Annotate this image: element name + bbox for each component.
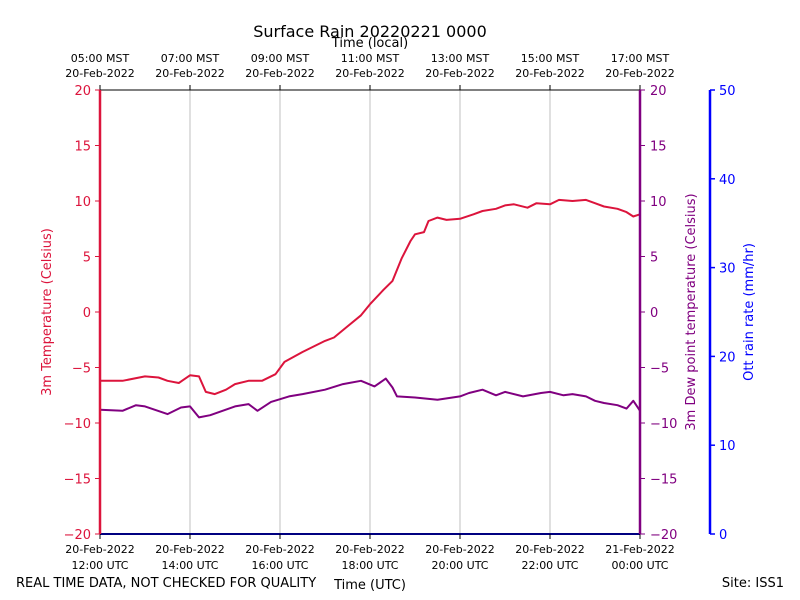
bottom-tick-label-time: 22:00 UTC: [521, 559, 578, 572]
right-tick-label: −5: [650, 362, 669, 377]
left-tick-label: 20: [74, 84, 91, 99]
bottom-axis-title: Time (UTC): [333, 578, 406, 593]
bottom-tick-label-time: 12:00 UTC: [71, 559, 128, 572]
bottom-tick-label-time: 00:00 UTC: [611, 559, 668, 572]
right-tick-label: −20: [650, 528, 677, 543]
rain-tick-label: 20: [719, 350, 736, 365]
bottom-tick-label-date: 20-Feb-2022: [335, 543, 404, 556]
rain-axis-title: Ott rain rate (mm/hr): [742, 243, 757, 381]
bottom-tick-label-date: 20-Feb-2022: [65, 543, 134, 556]
left-tick-label: 10: [74, 195, 91, 210]
top-tick-label-date: 20-Feb-2022: [155, 67, 224, 80]
right-axis-title: 3m Dew point temperature (Celsius): [684, 193, 699, 430]
left-tick-label: −15: [64, 473, 91, 488]
right-tick-label: 20: [650, 84, 667, 99]
bottom-tick-label-date: 20-Feb-2022: [155, 543, 224, 556]
rain-tick-label: 40: [719, 173, 736, 188]
left-axis-title: 3m Temperature (Celsius): [40, 228, 55, 396]
top-tick-label-time: 07:00 MST: [161, 52, 220, 65]
bottom-tick-label-time: 18:00 UTC: [341, 559, 398, 572]
series-line-3m-temperature: [100, 198, 641, 396]
left-tick-label: 15: [74, 140, 91, 155]
left-tick-label: −20: [64, 528, 91, 543]
top-tick-label-time: 15:00 MST: [521, 52, 580, 65]
right-tick-label: 5: [650, 251, 658, 266]
right-tick-label: −10: [650, 417, 677, 432]
bottom-tick-label-time: 16:00 UTC: [251, 559, 308, 572]
top-tick-label-date: 20-Feb-2022: [605, 67, 674, 80]
top-tick-label-time: 13:00 MST: [431, 52, 490, 65]
top-tick-label-time: 11:00 MST: [341, 52, 400, 65]
data-quality-disclaimer: REAL TIME DATA, NOT CHECKED FOR QUALITY: [16, 576, 317, 591]
top-tick-label-date: 20-Feb-2022: [335, 67, 404, 80]
left-tick-label: −10: [64, 417, 91, 432]
bottom-tick-label-date: 20-Feb-2022: [425, 543, 494, 556]
top-tick-label-date: 20-Feb-2022: [425, 67, 494, 80]
top-tick-label-time: 09:00 MST: [251, 52, 310, 65]
right-tick-label: 0: [650, 306, 658, 321]
rain-tick-label: 50: [719, 84, 736, 99]
right-tick-label: 15: [650, 140, 667, 155]
top-tick-label-time: 05:00 MST: [71, 52, 130, 65]
top-tick-label-time: 17:00 MST: [611, 52, 670, 65]
series-line-3m-dew-point-temperature: [99, 377, 641, 419]
right-tick-label: −15: [650, 473, 677, 488]
chart-title: Surface Rain 20220221 0000: [253, 22, 487, 41]
left-tick-label: 5: [83, 251, 91, 266]
right-tick-label: 10: [650, 195, 667, 210]
bottom-tick-label-time: 20:00 UTC: [431, 559, 488, 572]
bottom-tick-label-date: 20-Feb-2022: [245, 543, 314, 556]
top-axis-title: Time (local): [331, 36, 408, 51]
site-label: Site: ISS1: [721, 576, 784, 591]
bottom-tick-label-date: 20-Feb-2022: [515, 543, 584, 556]
rain-tick-label: 10: [719, 439, 736, 454]
top-tick-label-date: 20-Feb-2022: [245, 67, 314, 80]
rain-tick-label: 30: [719, 262, 736, 277]
rain-tick-label: 0: [719, 528, 727, 543]
top-tick-label-date: 20-Feb-2022: [65, 67, 134, 80]
bottom-tick-label-time: 14:00 UTC: [161, 559, 218, 572]
top-tick-label-date: 20-Feb-2022: [515, 67, 584, 80]
left-tick-label: 0: [83, 306, 91, 321]
bottom-tick-label-date: 21-Feb-2022: [605, 543, 674, 556]
left-tick-label: −5: [72, 362, 91, 377]
